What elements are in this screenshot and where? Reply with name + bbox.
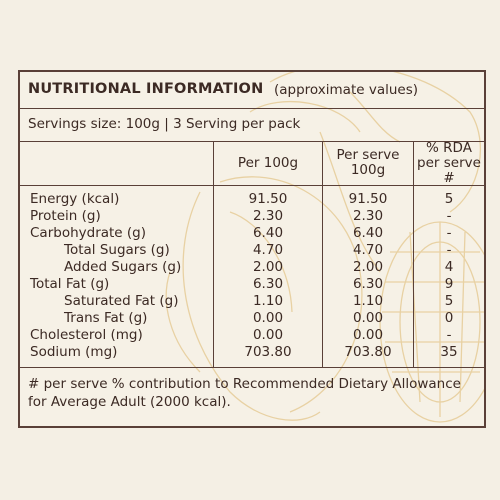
- nutrient-row-added-sugars: Added Sugars (g) 2.00 2.00 4: [20, 259, 484, 276]
- value-per-100g: 6.30: [252, 276, 284, 292]
- column-header-label: % RDA: [426, 139, 472, 156]
- serving-size-text: Servings size: 100g | 3 Serving per pack: [28, 116, 301, 132]
- value-per-100g: 703.80: [244, 344, 292, 360]
- nutrient-row-energy: Energy (kcal) 91.50 91.50 5: [20, 191, 484, 208]
- value-per-serve: 1.10: [352, 293, 384, 309]
- nutrient-row-sodium: Sodium (mg) 703.80 703.80 35: [20, 344, 484, 361]
- nutrient-row-protein: Protein (g) 2.30 2.30 -: [20, 208, 484, 225]
- value-per-serve: 0.00: [352, 327, 384, 343]
- column-header-per-100g: Per 100g: [214, 141, 322, 185]
- value-per-serve: 91.50: [348, 191, 388, 207]
- nutrient-row-total-fat: Total Fat (g) 6.30 6.30 9: [20, 276, 484, 293]
- column-header-label: Per 100g: [237, 154, 299, 171]
- panel-subtitle: (approximate values): [274, 82, 419, 98]
- value-per-serve: 2.30: [352, 208, 384, 224]
- rda-footnote: # per serve % contribution to Recommende…: [28, 376, 461, 410]
- nutrient-row-total-sugars: Total Sugars (g) 4.70 4.70 -: [20, 242, 484, 259]
- header-divider: [20, 185, 484, 186]
- column-header-per-serve: Per serve 100g: [323, 141, 413, 185]
- column-divider: [322, 141, 323, 367]
- nutrition-panel: NUTRITIONAL INFORMATION (approximate val…: [18, 70, 486, 428]
- nutrient-row-trans-fat: Trans Fat (g) 0.00 0.00 0: [20, 310, 484, 327]
- value-rda: 9: [444, 276, 454, 292]
- serving-row: Servings size: 100g | 3 Serving per pack: [20, 108, 484, 142]
- value-rda: 5: [444, 293, 454, 309]
- column-divider: [213, 141, 214, 367]
- value-rda: -: [446, 225, 452, 241]
- nutrient-label: Total Sugars (g): [64, 242, 170, 258]
- value-rda: -: [446, 327, 452, 343]
- value-per-serve: 2.00: [352, 259, 384, 275]
- value-per-serve: 703.80: [344, 344, 392, 360]
- column-divider: [413, 141, 414, 367]
- value-per-serve: 0.00: [352, 310, 384, 326]
- nutrient-label: Total Fat (g): [30, 276, 110, 292]
- value-rda: -: [446, 208, 452, 224]
- column-header-label: Per serve: [336, 147, 400, 163]
- nutrient-row-cholesterol: Cholesterol (mg) 0.00 0.00 -: [20, 327, 484, 344]
- value-per-100g: 4.70: [252, 242, 284, 258]
- nutrient-label: Protein (g): [30, 208, 101, 224]
- value-per-100g: 2.30: [252, 208, 284, 224]
- nutrient-label: Sodium (mg): [30, 344, 118, 360]
- value-per-100g: 1.10: [252, 293, 284, 309]
- column-header-label: 100g: [350, 162, 386, 178]
- column-header-label: per serve #: [417, 154, 481, 186]
- nutrient-label: Added Sugars (g): [64, 259, 182, 275]
- value-per-serve: 6.40: [352, 225, 384, 241]
- nutrient-label: Carbohydrate (g): [30, 225, 147, 241]
- nutrient-row-carbohydrate: Carbohydrate (g) 6.40 6.40 -: [20, 225, 484, 242]
- value-rda: 5: [444, 191, 454, 207]
- value-rda: 0: [444, 310, 454, 326]
- value-per-100g: 0.00: [252, 310, 284, 326]
- value-per-100g: 0.00: [252, 327, 284, 343]
- value-per-serve: 4.70: [352, 242, 384, 258]
- nutrient-label: Energy (kcal): [30, 191, 120, 207]
- value-rda: 4: [444, 259, 454, 275]
- value-rda: 35: [440, 344, 458, 360]
- value-per-100g: 2.00: [252, 259, 284, 275]
- value-per-100g: 6.40: [252, 225, 284, 241]
- nutrient-row-saturated-fat: Saturated Fat (g) 1.10 1.10 5: [20, 293, 484, 310]
- nutrient-table: Per 100g Per serve 100g % RDA per serve …: [20, 139, 484, 368]
- nutrient-label: Saturated Fat (g): [64, 293, 179, 309]
- value-per-100g: 91.50: [248, 191, 288, 207]
- value-rda: -: [446, 242, 452, 258]
- nutrient-label: Cholesterol (mg): [30, 327, 143, 343]
- column-header-rda: % RDA per serve #: [414, 139, 484, 186]
- nutrient-label: Trans Fat (g): [64, 310, 148, 326]
- title-row: NUTRITIONAL INFORMATION (approximate val…: [20, 72, 484, 109]
- panel-title: NUTRITIONAL INFORMATION: [28, 81, 264, 97]
- value-per-serve: 6.30: [352, 276, 384, 292]
